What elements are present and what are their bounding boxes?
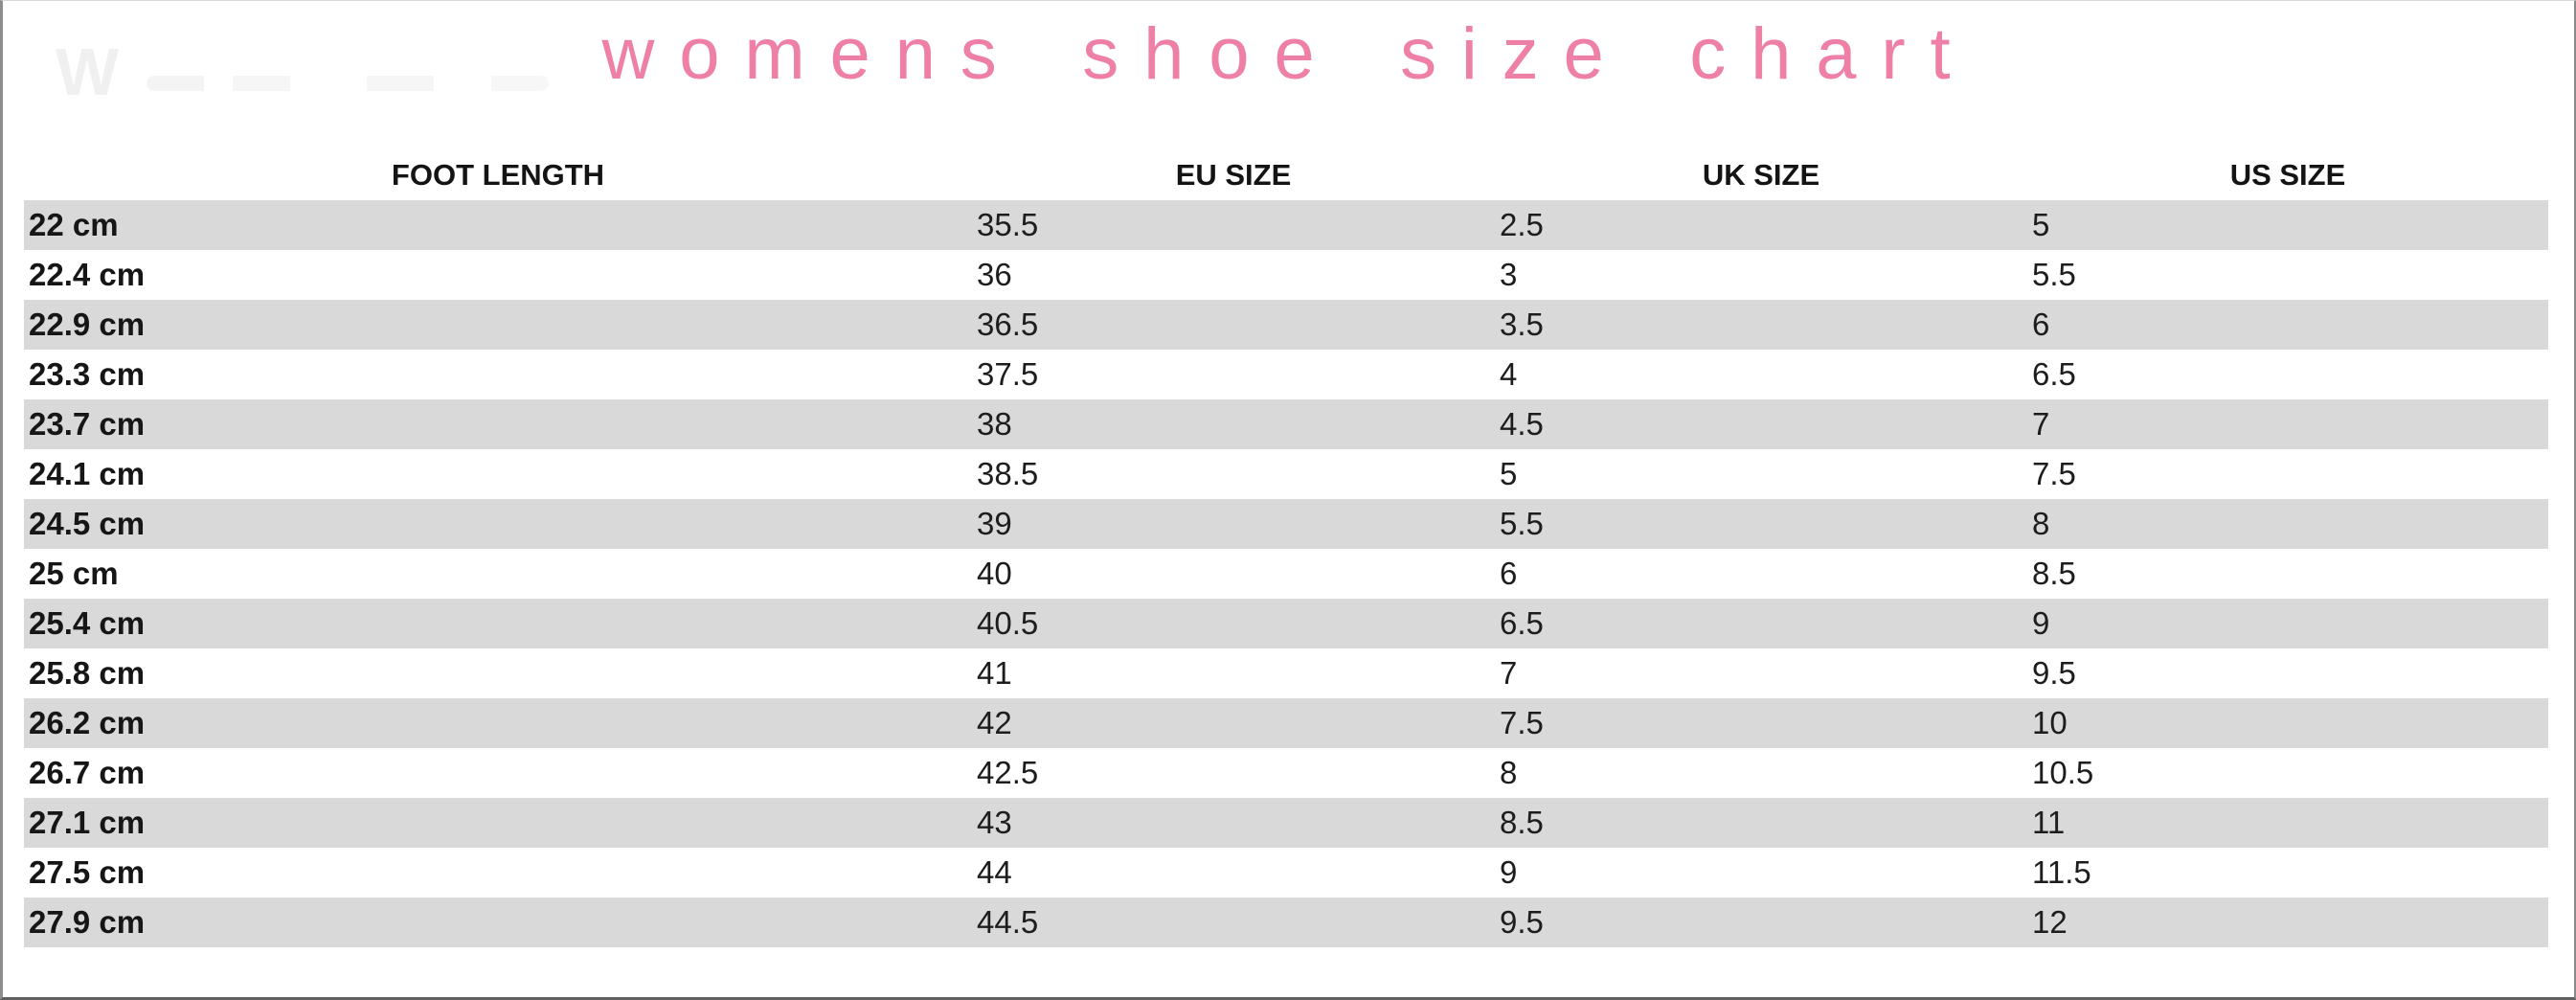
table-cell: 7: [2032, 406, 2050, 442]
table-cell: 7.5: [1500, 705, 1544, 740]
column-header-eu-size: EU SIZE: [1175, 158, 1292, 192]
size-table: FOOT LENGTH EU SIZE UK SIZE US SIZE 22 c…: [24, 150, 2548, 947]
table-cell: 6.5: [2032, 356, 2076, 392]
table-row: 26.7 cm 42.5 8 10.5: [24, 748, 2548, 798]
table-cell: 5: [2032, 207, 2050, 242]
table-cell: 7.5: [2032, 456, 2076, 491]
table-cell: 39: [977, 506, 1012, 541]
table-cell: 27.5 cm: [29, 854, 146, 890]
table-cell: 12: [2032, 904, 2068, 940]
table-cell: 42: [977, 705, 1012, 740]
table-cell: 4.5: [1500, 406, 1544, 442]
watermark-smudge: [147, 76, 549, 91]
table-cell: 5.5: [1500, 506, 1544, 541]
watermark-letter: W: [56, 34, 125, 109]
table-row: 27.5 cm 44 9 11.5: [24, 848, 2548, 898]
table-cell: 6: [1500, 556, 1518, 591]
table-cell: 24.5 cm: [29, 506, 146, 541]
table-cell: 7: [1500, 655, 1518, 691]
table-cell: 25.8 cm: [29, 655, 146, 691]
table-cell: 5.5: [2032, 257, 2076, 292]
table-cell: 6.5: [1500, 605, 1544, 641]
table-cell: 37.5: [977, 356, 1039, 392]
table-row: 25 cm 40 6 8.5: [24, 549, 2548, 599]
table-row: 22 cm 35.5 2.5 5: [24, 200, 2548, 250]
table-cell: 9.5: [1500, 904, 1544, 940]
table-cell: 27.9 cm: [29, 904, 146, 940]
table-cell: 9.5: [2032, 655, 2076, 691]
page-title: womens shoe size chart: [601, 13, 1976, 95]
table-row: 24.5 cm 39 5.5 8: [24, 499, 2548, 549]
table-row: 27.1 cm 43 8.5 11: [24, 798, 2548, 848]
table-cell: 25 cm: [29, 556, 119, 591]
table-cell: 35.5: [977, 207, 1039, 242]
table-cell: 36: [977, 257, 1012, 292]
table-row: 24.1 cm 38.5 5 7.5: [24, 449, 2548, 499]
table-row: 23.3 cm 37.5 4 6.5: [24, 350, 2548, 399]
table-cell: 22 cm: [29, 207, 119, 242]
table-cell: 8.5: [2032, 556, 2076, 591]
table-cell: 23.7 cm: [29, 406, 146, 442]
table-cell: 5: [1500, 456, 1518, 491]
table-cell: 3.5: [1500, 307, 1544, 342]
table-cell: 41: [977, 655, 1012, 691]
table-cell: 4: [1500, 356, 1518, 392]
table-cell: 10: [2032, 705, 2068, 740]
table-cell: 10.5: [2032, 755, 2094, 790]
table-cell: 11.5: [2032, 854, 2091, 890]
table-header-row: FOOT LENGTH EU SIZE UK SIZE US SIZE: [24, 150, 2548, 200]
table-cell: 44: [977, 854, 1012, 890]
table-cell: 24.1 cm: [29, 456, 146, 491]
table-cell: 38.5: [977, 456, 1039, 491]
table-cell: 9: [1500, 854, 1518, 890]
table-cell: 40: [977, 556, 1012, 591]
table-cell: 27.1 cm: [29, 805, 146, 840]
table-row: 27.9 cm 44.5 9.5 12: [24, 898, 2548, 947]
table-row: 26.2 cm 42 7.5 10: [24, 698, 2548, 748]
table-cell: 3: [1500, 257, 1518, 292]
table-cell: 25.4 cm: [29, 605, 146, 641]
table-cell: 40.5: [977, 605, 1039, 641]
table-row: 23.7 cm 38 4.5 7: [24, 399, 2548, 449]
table-cell: 22.9 cm: [29, 307, 146, 342]
table-cell: 44.5: [977, 904, 1039, 940]
table-cell: 2.5: [1500, 207, 1544, 242]
table-body: 22 cm 35.5 2.5 5 22.4 cm 36 3 5.5 22.9 cm 36.5 3.5…: [24, 200, 2548, 947]
table-cell: 26.7 cm: [29, 755, 146, 790]
column-header-uk-size: UK SIZE: [1702, 158, 1820, 192]
table-cell: 43: [977, 805, 1012, 840]
table-cell: 38: [977, 406, 1012, 442]
column-header-us-size: US SIZE: [2229, 158, 2346, 192]
table-cell: 8.5: [1500, 805, 1544, 840]
table-row: 25.4 cm 40.5 6.5 9: [24, 599, 2548, 648]
table-cell: 42.5: [977, 755, 1039, 790]
table-cell: 9: [2032, 605, 2050, 641]
table-row: 25.8 cm 41 7 9.5: [24, 648, 2548, 698]
table-cell: 23.3 cm: [29, 356, 146, 392]
table-cell: 36.5: [977, 307, 1039, 342]
table-cell: 22.4 cm: [29, 257, 146, 292]
table-cell: 6: [2032, 307, 2050, 342]
table-row: 22.4 cm 36 3 5.5: [24, 250, 2548, 300]
table-cell: 8: [1500, 755, 1518, 790]
table-row: 22.9 cm 36.5 3.5 6: [24, 300, 2548, 350]
table-cell: 26.2 cm: [29, 705, 146, 740]
table-cell: 11: [2032, 805, 2066, 840]
table-cell: 8: [2032, 506, 2050, 541]
column-header-foot-length: FOOT LENGTH: [391, 158, 605, 192]
